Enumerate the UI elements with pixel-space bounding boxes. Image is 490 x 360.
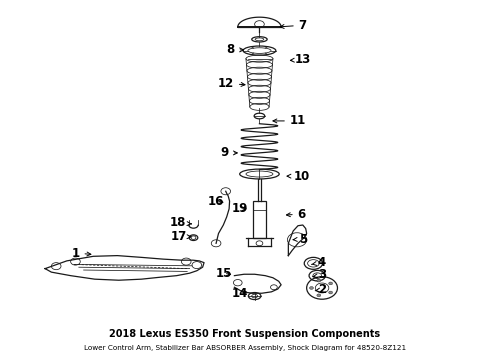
Text: 8: 8 (226, 44, 244, 57)
Text: 13: 13 (291, 53, 311, 66)
Circle shape (317, 294, 321, 297)
Text: Lower Control Arm, Stabilizer Bar ABSORBER Assembly, Shock Diagram for 48520-8Z1: Lower Control Arm, Stabilizer Bar ABSORB… (84, 345, 406, 351)
Text: 19: 19 (232, 202, 248, 215)
Text: 12: 12 (218, 77, 245, 90)
Text: 4: 4 (312, 256, 325, 269)
Text: 10: 10 (287, 170, 310, 183)
Circle shape (329, 291, 333, 294)
Text: 7: 7 (280, 19, 307, 32)
Circle shape (310, 287, 314, 289)
Text: 17: 17 (171, 230, 191, 243)
Text: 6: 6 (287, 208, 306, 221)
Text: 3: 3 (313, 269, 326, 282)
Text: 2018 Lexus ES350 Front Suspension Components: 2018 Lexus ES350 Front Suspension Compon… (109, 329, 381, 339)
Text: 15: 15 (216, 267, 232, 280)
Text: 5: 5 (293, 233, 307, 246)
Text: 11: 11 (273, 114, 306, 127)
Text: 2: 2 (315, 283, 326, 296)
Text: 1: 1 (72, 247, 91, 260)
Circle shape (329, 282, 333, 285)
Circle shape (317, 279, 321, 282)
Text: 16: 16 (208, 195, 224, 208)
Text: 9: 9 (220, 147, 237, 159)
Text: 14: 14 (232, 287, 248, 300)
Text: 18: 18 (170, 216, 192, 229)
